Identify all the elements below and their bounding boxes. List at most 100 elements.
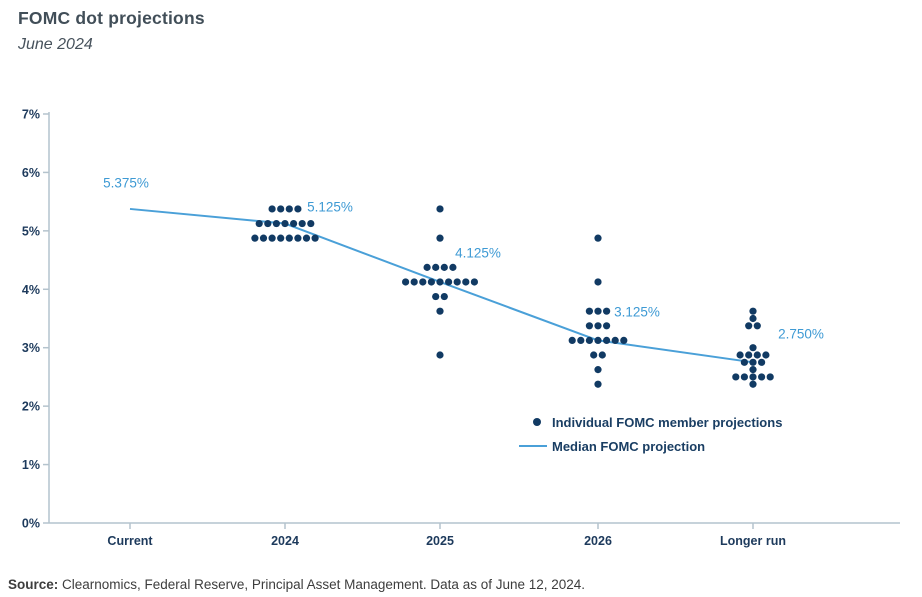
fomc-dot (302, 234, 311, 242)
fomc-dot (277, 234, 285, 242)
fomc-dot (577, 336, 585, 345)
legend-item-dots: Individual FOMC member projections (519, 412, 782, 432)
line-marker-icon (519, 445, 547, 447)
x-tick-label: 2025 (426, 534, 454, 548)
median-projection-line (129, 207, 754, 364)
fomc-dot (585, 336, 594, 345)
fomc-dot (462, 278, 470, 286)
fomc-dot (436, 278, 444, 286)
fomc-dot (436, 234, 444, 242)
fomc-dot (749, 380, 757, 388)
fomc-dot (594, 278, 602, 286)
fomc-dot (594, 336, 602, 345)
legend-label-dots: Individual FOMC member projections (552, 414, 783, 430)
fomc-dot (585, 322, 594, 330)
fomc-dot (294, 234, 302, 242)
y-tick-label: 3% (22, 341, 40, 355)
fomc-dot (594, 366, 602, 374)
median-value-label: 5.125% (307, 200, 353, 215)
fomc-dot (749, 373, 757, 381)
fomc-dot (259, 234, 268, 242)
fomc-dot (736, 351, 744, 359)
fomc-dot (285, 205, 293, 213)
fomc-dot (453, 278, 461, 286)
source-note: Source: Clearnomics, Federal Reserve, Pr… (8, 577, 585, 592)
x-tick-label: Current (107, 534, 153, 548)
fomc-dot (749, 344, 757, 352)
x-tick-label: Longer run (720, 534, 786, 548)
fomc-dot (272, 219, 280, 228)
fomc-dot (762, 351, 770, 359)
fomc-dot (594, 322, 602, 330)
y-tick-label: 1% (22, 458, 40, 472)
fomc-dot (603, 322, 611, 330)
source-label: Source: (8, 577, 59, 592)
fomc-dot (732, 373, 740, 381)
median-value-label: 4.125% (455, 246, 501, 261)
fomc-dot (568, 336, 576, 345)
fomc-dot (423, 263, 431, 271)
fomc-dot (277, 205, 285, 213)
fomc-dot (594, 307, 602, 315)
fomc-dot (749, 314, 757, 323)
fomc-dot (436, 205, 444, 213)
fomc-dot (285, 234, 293, 242)
fomc-dot (749, 366, 757, 374)
fomc-dot (585, 307, 594, 315)
fomc-dot (740, 373, 749, 381)
fomc-dot (432, 292, 440, 301)
y-tick-label: 4% (22, 283, 40, 297)
fomc-dot (410, 278, 418, 286)
fomc-dot (620, 336, 628, 345)
fomc-dot (749, 358, 757, 366)
fomc-dot (440, 292, 448, 301)
dot-marker-icon (533, 418, 541, 426)
fomc-dot (251, 234, 259, 242)
y-tick-label: 0% (22, 517, 40, 531)
fomc-dot (749, 307, 757, 315)
fomc-dot (436, 351, 444, 359)
fomc-dot (758, 373, 766, 381)
fomc-dot (432, 263, 440, 271)
median-value-label: 2.750% (778, 327, 824, 342)
fomc-dot (611, 336, 619, 345)
fomc-dot (445, 278, 453, 286)
fomc-dot (440, 263, 448, 271)
fomc-dot (268, 234, 276, 242)
fomc-dot (598, 351, 606, 359)
fomc-dot (427, 278, 435, 286)
fomc-dot (307, 219, 315, 228)
x-tick-label: 2024 (271, 534, 299, 548)
fomc-dot (603, 307, 611, 315)
median-value-label: 3.125% (614, 305, 660, 320)
fomc-dot (402, 278, 410, 286)
legend-item-median: Median FOMC projection (519, 436, 782, 456)
fomc-dot (470, 278, 478, 286)
chart-header: FOMC dot projections June 2024 (18, 8, 205, 54)
fomc-dot (311, 234, 319, 242)
median-value-label: 5.375% (103, 176, 149, 191)
fomc-dot (590, 351, 598, 359)
fomc-dot (449, 263, 457, 271)
page-title: FOMC dot projections (18, 8, 205, 28)
fomc-dot (753, 351, 761, 359)
fomc-dot (281, 219, 289, 228)
fomc-dot (436, 307, 444, 315)
chart-subtitle: June 2024 (18, 36, 93, 53)
fomc-dot (264, 219, 272, 228)
fomc-dot (594, 234, 602, 242)
fomc-dot (268, 205, 276, 213)
fomc-dot (419, 278, 427, 286)
fomc-dot (290, 219, 298, 228)
fomc-dot (753, 322, 761, 330)
fomc-dot (745, 351, 753, 359)
fomc-dot (745, 322, 753, 330)
fomc-dot (766, 373, 774, 381)
fomc-dot (758, 358, 766, 366)
x-tick-label: 2026 (584, 534, 612, 548)
dot-plot-chart: 0% 1% 2% 3% 4% 5% 6% 7% Current 2024 2025 2026 Longe… (22, 107, 900, 548)
chart-legend: Individual FOMC member projections Media… (519, 412, 782, 460)
y-tick-label: 7% (22, 107, 40, 121)
fomc-dot (298, 219, 306, 228)
fomc-dot (740, 358, 749, 366)
